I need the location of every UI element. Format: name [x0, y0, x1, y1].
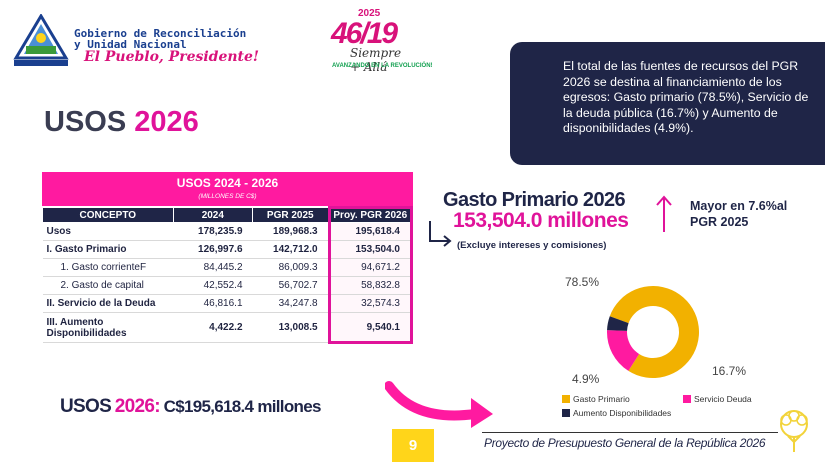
usos-total-amount: C$195,618.4 millones [163, 397, 322, 416]
row-label: II. Servicio de la Deuda [42, 294, 174, 313]
legend-item: Servicio Deuda [683, 394, 752, 404]
gasto-primario-note: (Excluye intereses y comisiones) [457, 240, 607, 251]
cell-2025: 56,702.7 [252, 276, 330, 295]
government-name-line1: Gobierno de Reconciliación [74, 27, 247, 40]
gasto-primario-title: Gasto Primario 2026 [443, 189, 626, 211]
donut-chart [607, 286, 699, 378]
row-label: 2. Gasto de capital [42, 276, 174, 295]
cell-2025: 86,009.3 [252, 258, 330, 277]
legend-swatch [562, 395, 570, 403]
cell-2025: 142,712.0 [252, 240, 330, 259]
row-label-line1: III. Aumento [46, 316, 104, 328]
cell-2024: 126,997.6 [173, 240, 253, 259]
government-logo-icon [13, 14, 69, 66]
slice-label-gasto-primario: 78.5% [565, 275, 600, 289]
table-row: III. Aumento Disponibilidades 4,422.2 13… [42, 312, 414, 344]
donut-slice-gasto-primario [609, 286, 699, 378]
legend-label: Gasto Primario [573, 394, 630, 404]
footer-text: Proyecto de Presupuesto General de la Re… [484, 436, 766, 450]
table-row: 2. Gasto de capital 42,552.4 56,702.7 58… [42, 276, 414, 295]
legend-swatch [562, 409, 570, 417]
legend-item: Gasto Primario [562, 394, 630, 404]
info-box-text: El total de las fuentes de recursos del … [563, 59, 809, 135]
row-label: Usos [42, 222, 174, 241]
table-row: 1. Gasto corrienteF 84,445.2 86,009.3 94… [42, 258, 414, 277]
usos-table: USOS 2024 - 2026 (MILLONES DE C$) CONCEP… [42, 172, 414, 344]
increase-note-line1: Mayor en 7.6%al [690, 199, 788, 213]
footer-divider [482, 432, 778, 433]
badge-number: 46/19 [331, 17, 398, 50]
table-row: I. Gasto Primario 126,997.6 142,712.0 15… [42, 240, 414, 259]
column-header: 2024 [172, 207, 254, 223]
row-label-line2: Disponibilidades [46, 327, 127, 339]
government-slogan: El Pueblo, Presidente! [84, 49, 260, 65]
curved-arrow-icon [385, 381, 493, 428]
usos-total-year: 2026: [114, 396, 161, 417]
cell-2024: 84,445.2 [173, 258, 253, 277]
badge-year: 2025 [358, 8, 381, 19]
donut-slice-aumento-disponibilidades [607, 316, 629, 331]
cell-2026: 153,504.0 [327, 240, 414, 259]
government-name-line2: y Unidad Nacional [74, 38, 187, 51]
legend-label: Aumento Disponibilidades [573, 408, 672, 418]
row-label: 1. Gasto corrienteF [42, 258, 174, 277]
table-row: Usos 178,235.9 189,968.3 195,618.4 [42, 222, 414, 241]
cell-2024: 4,422.2 [173, 312, 253, 343]
arrow-up-icon [656, 195, 672, 232]
cell-2026: 32,574.3 [327, 294, 414, 313]
cell-2024: 42,552.4 [173, 276, 253, 295]
anniversary-badge: 2025 46/19 Siempre + Allá AVANZANDO EN L… [330, 8, 433, 74]
cell-2025: 34,247.8 [252, 294, 330, 313]
legend-swatch [683, 395, 691, 403]
table-title: USOS 2024 - 2026 [176, 176, 279, 190]
badge-tagline: AVANZANDO EN LA REVOLUCIÓN! [332, 63, 433, 69]
legend-item: Aumento Disponibilidades [562, 408, 671, 418]
column-header: PGR 2025 [252, 207, 330, 223]
table-row: II. Servicio de la Deuda 46,816.1 34,247… [42, 294, 414, 313]
tree-of-life-icon [780, 410, 808, 452]
page-title: USOS 2026 [44, 106, 199, 139]
column-header: Proy. PGR 2026 [327, 206, 414, 223]
slice-label-servicio-deuda: 16.7% [712, 364, 747, 378]
cell-2026: 195,618.4 [327, 222, 414, 241]
increase-note-line2: PGR 2025 [690, 215, 749, 229]
table-header-banner: USOS 2024 - 2026 (MILLONES DE C$) [42, 172, 413, 206]
gasto-primario-amount: 153,504.0 millones [453, 209, 629, 232]
slice-label-aumento-disponibilidades: 4.9% [572, 372, 600, 386]
table-column-headers: CONCEPTO 2024 PGR 2025 Proy. PGR 2026 [42, 206, 414, 223]
column-header: CONCEPTO [42, 207, 174, 223]
badge-subtitle: Siempre + Allá [350, 46, 402, 74]
page-number: 9 [392, 429, 434, 462]
table-subtitle: (MILLONES DE C$) [198, 193, 257, 200]
cell-2026: 94,671.2 [327, 258, 414, 277]
usos-total: USOS 2026: C$195,618.4 millones [60, 396, 321, 418]
row-label: I. Gasto Primario [42, 240, 174, 259]
cell-2024: 178,235.9 [173, 222, 253, 241]
page-title-year: 2026 [134, 106, 199, 138]
cell-2024: 46,816.1 [173, 294, 253, 313]
legend-label: Servicio Deuda [694, 394, 752, 404]
cell-2026: 9,540.1 [327, 312, 414, 344]
cell-2025: 189,968.3 [252, 222, 330, 241]
donut-slice-servicio-deuda [607, 330, 640, 371]
page-title-main: USOS [44, 106, 127, 138]
elbow-arrow-icon [429, 221, 452, 247]
cell-2026: 58,832.8 [327, 276, 414, 295]
row-label: III. Aumento Disponibilidades [42, 312, 174, 343]
usos-total-label: USOS [60, 396, 112, 417]
cell-2025: 13,008.5 [252, 312, 330, 343]
info-box-background [510, 42, 825, 165]
